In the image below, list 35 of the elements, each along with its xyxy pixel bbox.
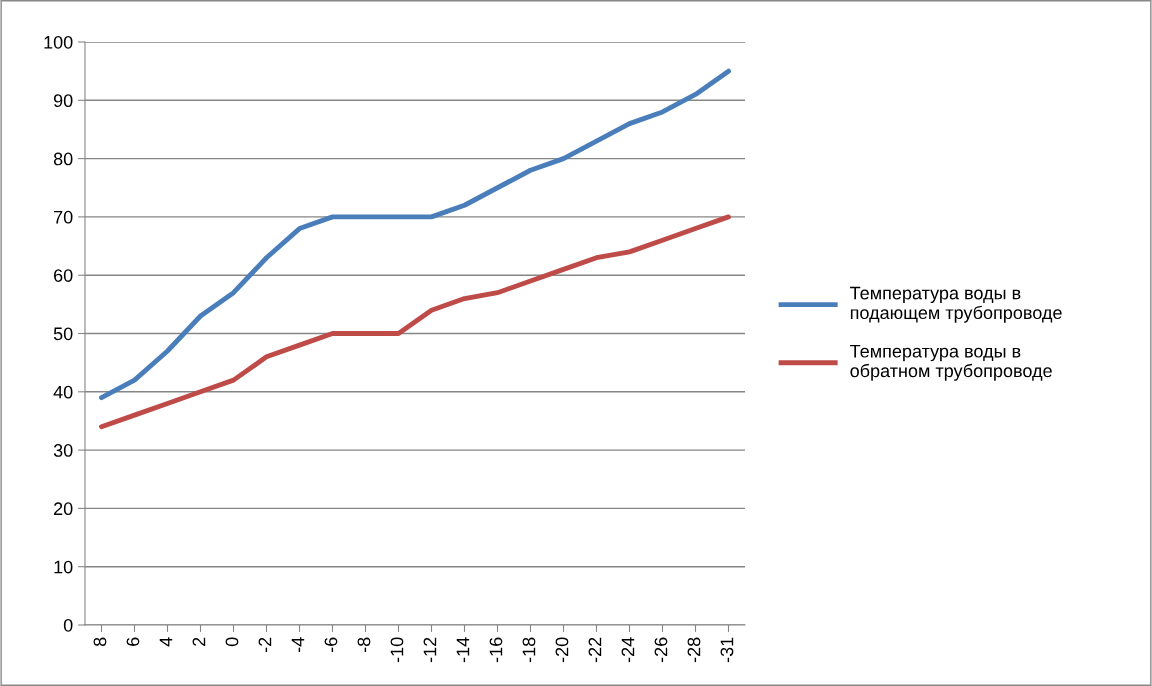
y-tick-label: 40 bbox=[53, 385, 73, 399]
x-tick-label: 8 bbox=[93, 637, 107, 647]
y-tick-label: 0 bbox=[63, 618, 73, 632]
x-tick-label: -10 bbox=[390, 637, 404, 663]
x-tick-label: -14 bbox=[456, 637, 470, 663]
x-tick-label: -16 bbox=[489, 637, 503, 663]
x-tick-label: -4 bbox=[291, 637, 305, 653]
x-tick-label: -18 bbox=[522, 637, 536, 663]
y-tick-label: 10 bbox=[54, 560, 73, 574]
x-tick-label: -20 bbox=[555, 637, 569, 663]
x-tick-label: 2 bbox=[192, 637, 206, 646]
x-tick-label: 4 bbox=[159, 637, 173, 647]
legend-label: Температура воды в обратном трубопроводе bbox=[850, 345, 1052, 381]
y-tick-label: 60 bbox=[54, 269, 73, 282]
y-tick-label: 70 bbox=[54, 210, 73, 224]
x-tick-label: -8 bbox=[357, 637, 371, 653]
x-tick-label: -26 bbox=[654, 637, 668, 663]
x-tick-label: -24 bbox=[621, 637, 635, 663]
line-series bbox=[99, 68, 731, 401]
x-tick-label: 6 bbox=[126, 637, 140, 646]
legend-label: Температура воды в подающем трубопроводе bbox=[850, 286, 1062, 323]
y-tick-label: 20 bbox=[54, 502, 73, 516]
x-tick-label: -22 bbox=[588, 637, 602, 663]
x-tick-label: -2 bbox=[258, 637, 272, 653]
y-tick-label: 30 bbox=[53, 444, 73, 457]
x-tick-label: -31 bbox=[720, 637, 734, 663]
x-tick-label: -12 bbox=[423, 637, 437, 663]
x-tick-label: -6 bbox=[324, 637, 338, 653]
line-series bbox=[99, 214, 731, 430]
y-tick-label: 100 bbox=[44, 35, 73, 49]
x-tick-label: 0 bbox=[225, 637, 239, 647]
y-tick-label: 50 bbox=[53, 327, 73, 341]
y-tick-label: 90 bbox=[53, 94, 73, 108]
x-tick-label: -28 bbox=[687, 637, 701, 663]
y-tick-label: 80 bbox=[53, 152, 73, 166]
